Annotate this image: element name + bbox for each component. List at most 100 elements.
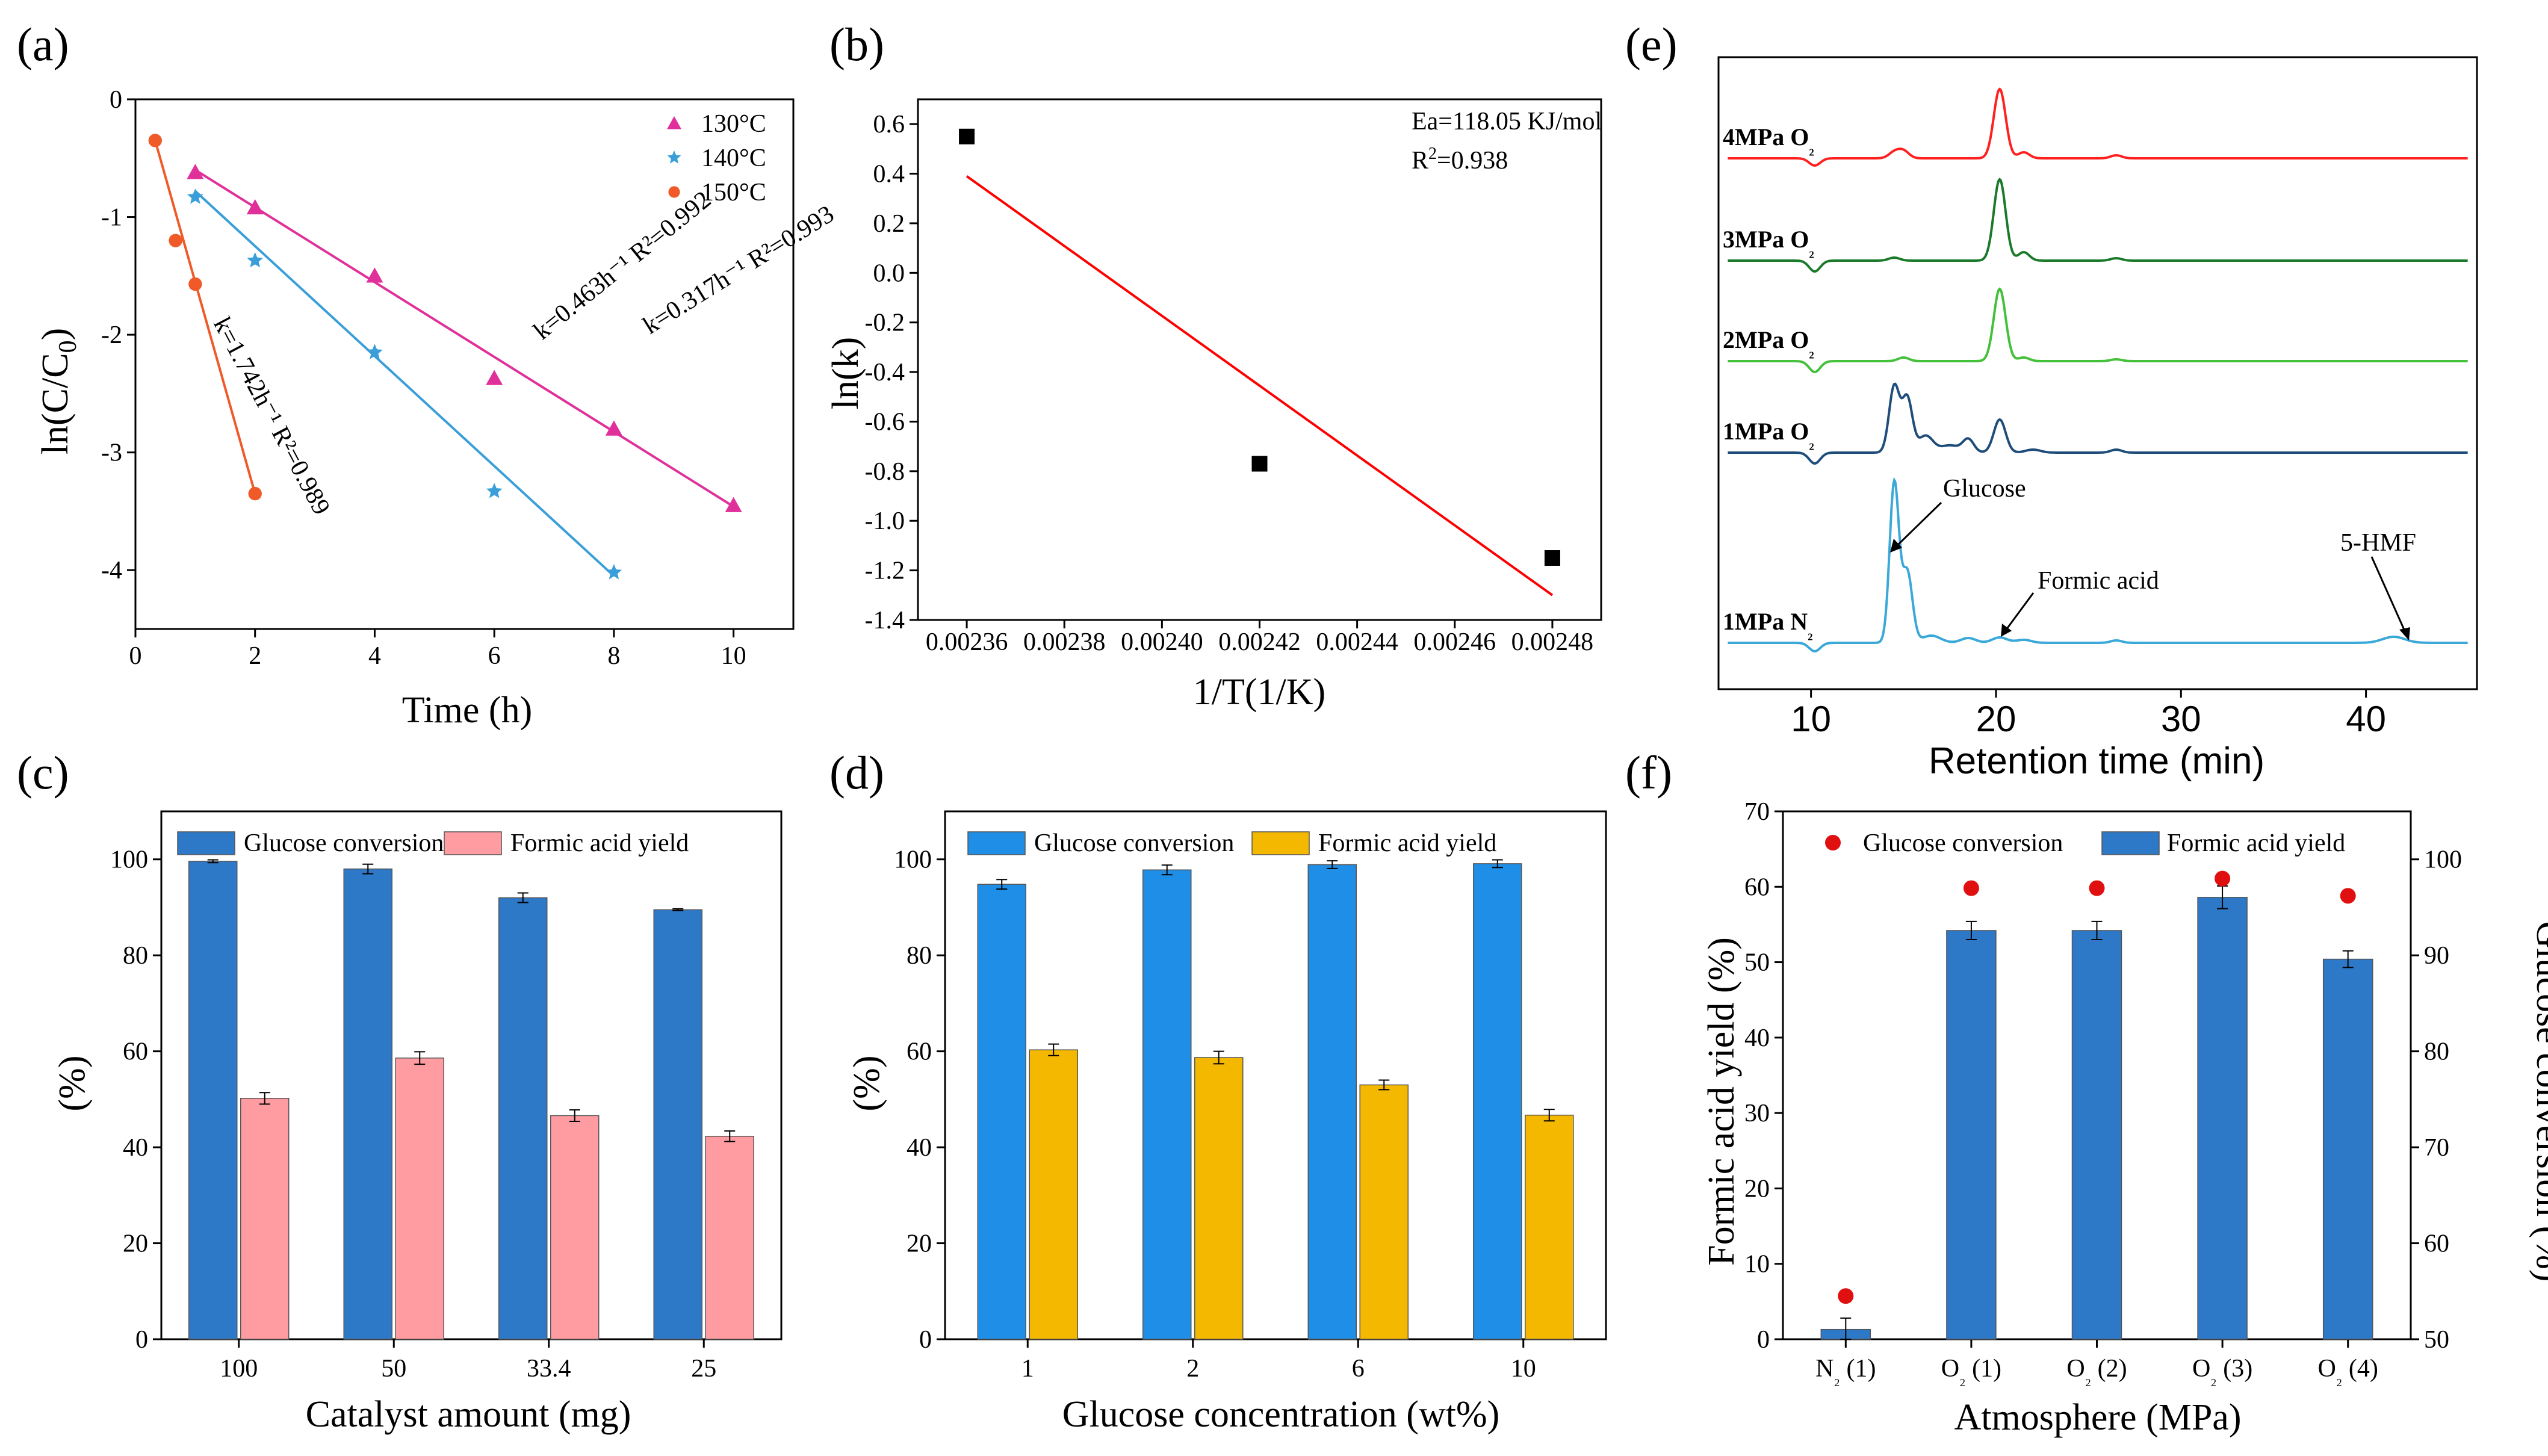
- e-trace: [1728, 477, 2468, 653]
- c-ylabel: (%): [52, 1056, 93, 1112]
- a-axes-frame: [134, 98, 795, 630]
- e-xtick-label: 30: [2161, 699, 2201, 739]
- b-ytick-label: -1.0: [865, 507, 905, 535]
- e-xtick-label: 40: [2346, 699, 2386, 739]
- f-ytick-label: 20: [1744, 1175, 1770, 1203]
- f-point: [2215, 870, 2231, 887]
- e-label-formic: Formic acid: [2038, 567, 2159, 595]
- d-bar: [1029, 1049, 1078, 1340]
- c-bar: [498, 897, 548, 1340]
- c-xtick-label: 50: [381, 1355, 406, 1383]
- a-point: [486, 370, 503, 385]
- f-ytick-label: 30: [1744, 1100, 1770, 1127]
- a-point: [148, 134, 162, 147]
- a-point: [367, 344, 383, 359]
- a-legend-label: 140°C: [701, 144, 766, 172]
- a-xtick-label: 6: [488, 642, 501, 670]
- d-ylabel: (%): [846, 1056, 887, 1112]
- b-annotation-r2: R2=0.938: [1412, 144, 1508, 175]
- a-fit-line-2: [153, 140, 256, 494]
- c-axes-frame: [160, 810, 783, 1340]
- panel-label-f: (f): [1625, 746, 1672, 799]
- b-ytick-label: -0.2: [865, 309, 905, 337]
- a-legend-label: 150°C: [701, 179, 766, 206]
- a-point: [188, 277, 202, 291]
- c-xtick-label: 25: [691, 1355, 716, 1383]
- e-xtick-label: 10: [1791, 699, 1831, 739]
- b-xtick-label: 0.00240: [1121, 628, 1203, 656]
- c-bar: [240, 1098, 290, 1340]
- f-xlabel: Atmosphere (MPa): [1954, 1397, 2242, 1438]
- e-trace: [1728, 87, 2468, 167]
- e-arrow-glucose: [1894, 501, 1942, 549]
- d-ytick-label: 20: [907, 1230, 932, 1258]
- d-xlabel: Glucose concentration (wt%): [1062, 1394, 1500, 1435]
- f-ytick-right-label: 60: [2424, 1230, 2449, 1258]
- c-bar: [705, 1136, 754, 1340]
- a-legend-marker: [667, 116, 681, 129]
- f-ytick-label: 0: [1757, 1326, 1770, 1354]
- f-point: [2089, 880, 2105, 896]
- f-bar: [2322, 958, 2373, 1340]
- d-bar: [1525, 1114, 1574, 1340]
- b-ytick-label: -0.6: [865, 408, 905, 436]
- d-ytick-label: 60: [907, 1038, 932, 1066]
- e-arrowhead-formic: [2001, 624, 2012, 637]
- b-xtick-label: 0.00242: [1218, 628, 1301, 656]
- e-label-hmf: 5-HMF: [2340, 529, 2416, 557]
- f-ytick-label: 70: [1744, 798, 1770, 826]
- f-ytick-right-label: 50: [2424, 1326, 2449, 1354]
- a-point: [605, 420, 622, 436]
- c-legend-label: Glucose conversion: [244, 829, 444, 857]
- b-point: [1544, 550, 1560, 566]
- e-xtick-label: 20: [1976, 699, 2016, 739]
- d-xtick-label: 6: [1352, 1355, 1365, 1383]
- f-ytick-label: 50: [1744, 949, 1770, 977]
- f-ytick-right-label: 100: [2424, 846, 2462, 874]
- a-legend-marker: [668, 186, 680, 198]
- a-xtick-label: 8: [607, 642, 620, 670]
- e-trace-label: 1MPa O₂: [1723, 418, 1814, 451]
- c-ytick-label: 20: [123, 1230, 148, 1258]
- b-ytick-label: -0.4: [865, 359, 905, 386]
- a-ytick-label: 0: [110, 86, 122, 114]
- f-xtick-label: O₂ (3): [2192, 1355, 2252, 1387]
- f-legend-label: Formic acid yield: [2167, 829, 2345, 857]
- d-xtick-label: 2: [1186, 1355, 1199, 1383]
- panel-label-c: (c): [17, 746, 69, 799]
- c-ytick-label: 60: [123, 1038, 148, 1066]
- f-ytick-right-label: 70: [2424, 1134, 2449, 1162]
- f-ytick-right-label: 90: [2424, 942, 2449, 970]
- e-arrow-formic: [2003, 592, 2035, 633]
- b-xtick-label: 0.00246: [1414, 628, 1496, 656]
- a-fit-line-0: [194, 169, 734, 508]
- d-bar: [1307, 864, 1357, 1340]
- b-annotation-ea: Ea=118.05 KJ/mol: [1412, 108, 1602, 135]
- a-point: [366, 267, 383, 283]
- a-ytick-label: -2: [101, 321, 122, 349]
- a-fit-line-1: [194, 190, 615, 577]
- e-trace-label: 1MPa N₂: [1723, 608, 1812, 641]
- d-bar: [1359, 1084, 1409, 1340]
- c-legend-swatch: [444, 831, 502, 855]
- b-xtick-label: 0.00236: [926, 628, 1008, 656]
- e-trace: [1728, 178, 2468, 273]
- c-bar: [653, 909, 702, 1340]
- e-axes-frame: [1717, 56, 2478, 690]
- d-xtick-label: 1: [1021, 1355, 1034, 1383]
- e-trace-label: 2MPa O₂: [1723, 326, 1814, 359]
- f-xtick-label: N₂ (1): [1815, 1355, 1876, 1387]
- a-ytick-label: -1: [101, 204, 122, 232]
- c-bar: [550, 1115, 600, 1340]
- f-legend-swatch: [2101, 831, 2160, 855]
- b-axes-frame: [917, 98, 1602, 621]
- d-legend-swatch: [967, 831, 1026, 855]
- a-legend-marker: [667, 150, 681, 164]
- b-xtick-label: 0.00238: [1023, 628, 1106, 656]
- c-xlabel: Catalyst amount (mg): [306, 1394, 631, 1435]
- f-ytick-label: 40: [1744, 1024, 1770, 1052]
- d-bar: [1194, 1057, 1244, 1340]
- d-ytick-label: 80: [907, 942, 932, 970]
- c-ytick-label: 80: [123, 942, 148, 970]
